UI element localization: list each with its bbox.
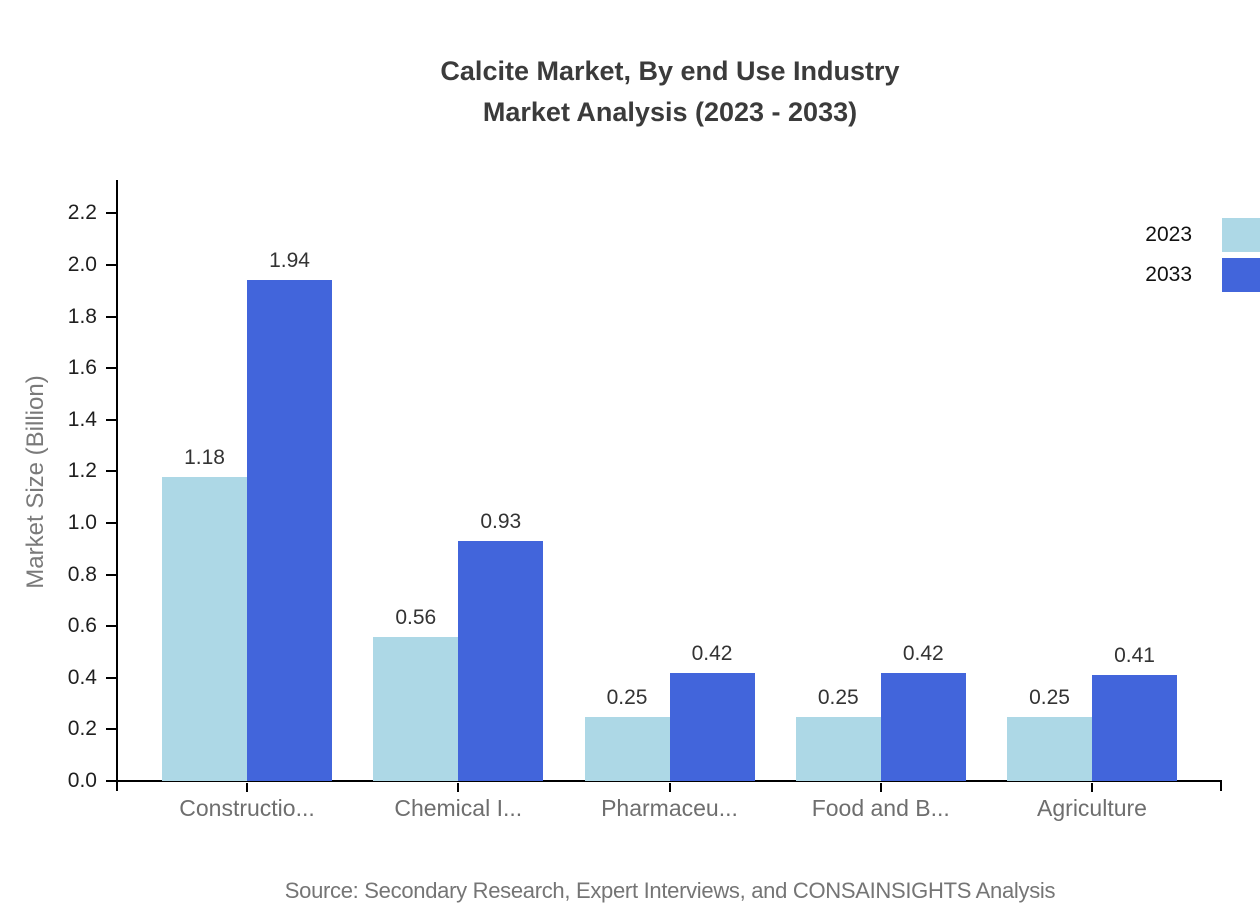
y-tick-mark [106, 315, 117, 318]
bar-2033-4 [1092, 675, 1177, 781]
x-axis-label: Pharmaceu... [601, 795, 738, 821]
x-tick-mark [246, 783, 248, 792]
bar-2033-3 [880, 672, 966, 781]
x-axis-label: Chemical I... [394, 795, 523, 821]
legend-label-2023: 2023 [1145, 223, 1192, 246]
legend-swatch-2033 [1222, 258, 1260, 292]
y-tick-mark [106, 573, 117, 576]
value-label: 0.56 [395, 605, 437, 629]
legend-swatch-2023 [1222, 218, 1260, 252]
bar-2033-1 [458, 541, 544, 781]
x-axis-label: Food and B... [811, 795, 950, 821]
bar-2033-0 [247, 280, 332, 781]
source-note: Source: Secondary Research, Expert Inter… [284, 878, 1056, 903]
legend-item-2033: 2033 [1145, 258, 1260, 292]
chart-title-line1: Calcite Market, By end Use Industry [440, 56, 900, 86]
y-tick-label: 0.8 [67, 562, 97, 586]
value-label: 0.42 [902, 641, 944, 665]
y-tick-mark [106, 625, 117, 628]
chart-title: Calcite Market, By end Use Industry Mark… [80, 51, 1260, 133]
value-label: 0.42 [691, 641, 733, 665]
y-tick-label: 0.0 [67, 769, 97, 792]
x-tick-mark [1091, 783, 1093, 792]
value-label: 0.93 [480, 510, 522, 534]
value-label: 1.94 [269, 249, 310, 273]
y-tick-label: 1.8 [67, 304, 97, 328]
bar-2023-0 [162, 476, 247, 781]
bar-2023-2 [584, 716, 670, 781]
x-axis-label: Agriculture [1037, 795, 1147, 821]
x-axis-end-tick [1220, 782, 1222, 791]
value-label: 0.25 [817, 685, 859, 709]
y-tick-mark [106, 728, 117, 731]
y-tick-mark [106, 780, 117, 782]
legend: 2023 2033 [1145, 218, 1260, 298]
x-tick-mark [668, 783, 671, 792]
y-tick-label: 0.6 [67, 614, 97, 638]
y-tick-label: 1.6 [67, 356, 97, 380]
y-tick-label: 0.2 [67, 717, 97, 741]
legend-label-2033: 2033 [1145, 263, 1192, 286]
y-tick-mark [106, 676, 117, 679]
value-label: 0.25 [1029, 685, 1070, 709]
value-label: 1.18 [184, 445, 225, 469]
legend-item-2023: 2023 [1145, 218, 1260, 252]
y-tick-mark [106, 212, 117, 215]
y-tick-mark [106, 418, 117, 421]
bar-2023-3 [795, 716, 881, 781]
x-tick-mark [457, 783, 460, 792]
y-tick-label: 1.2 [67, 459, 97, 483]
value-label: 0.25 [606, 685, 648, 709]
y-tick-label: 1.0 [67, 511, 97, 534]
value-label: 0.41 [1114, 644, 1155, 668]
y-tick-label: 1.4 [67, 407, 97, 431]
x-axis-label: Constructio... [179, 795, 315, 821]
bar-2033-2 [669, 672, 755, 781]
y-axis-line [116, 180, 118, 791]
y-tick-mark [106, 367, 117, 370]
x-tick-mark [879, 783, 882, 792]
bar-2023-1 [373, 636, 459, 781]
y-tick-label: 0.4 [67, 665, 97, 689]
bar-2023-4 [1007, 716, 1092, 781]
y-tick-mark [106, 522, 117, 524]
x-axis-line [116, 780, 1222, 782]
y-tick-mark [106, 470, 117, 473]
y-tick-mark [106, 264, 117, 266]
y-tick-label: 2.0 [67, 253, 97, 276]
chart-title-line2: Market Analysis (2023 - 2033) [482, 97, 858, 127]
y-tick-label: 2.2 [67, 201, 97, 225]
